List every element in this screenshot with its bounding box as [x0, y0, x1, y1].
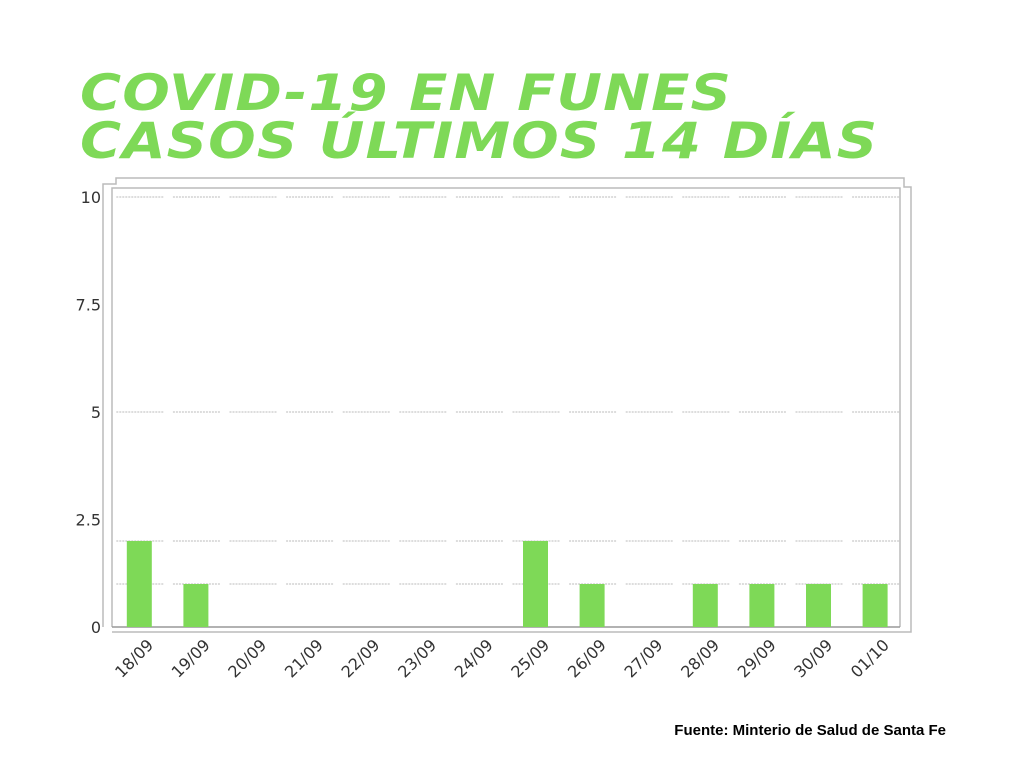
bar-01/10 [862, 584, 888, 627]
y-tick-label: 2.5 [76, 511, 101, 530]
bar-18/09 [126, 541, 152, 627]
bar-19/09 [183, 584, 209, 627]
x-tick-label: 30/09 [790, 635, 836, 681]
x-tick-label: 01/10 [847, 635, 893, 681]
x-tick-label: 24/09 [451, 635, 497, 681]
bar-28/09 [692, 584, 718, 627]
y-tick-label: 0 [91, 618, 101, 637]
x-tick-label: 27/09 [620, 635, 666, 681]
x-tick-label: 20/09 [224, 635, 270, 681]
x-tick-label: 26/09 [564, 635, 610, 681]
x-tick-label: 28/09 [677, 635, 723, 681]
title-line-1: COVID-19 EN FUNES [80, 64, 732, 122]
title-line-2: CASOS ÚLTIMOS 14 DÍAS [80, 112, 879, 170]
source-note: Fuente: Minterio de Salud de Santa Fe [674, 722, 946, 739]
x-tick-label: 25/09 [507, 635, 553, 681]
y-tick-label: 10 [81, 188, 101, 207]
x-tick-label: 23/09 [394, 635, 440, 681]
x-tick-label: 22/09 [337, 635, 383, 681]
chart-frame [102, 177, 912, 633]
y-tick-label: 7.5 [76, 296, 101, 315]
bar-25/09 [523, 541, 548, 627]
bar-26/09 [579, 584, 605, 627]
bar-29/09 [749, 584, 775, 627]
x-tick-label: 21/09 [281, 635, 327, 681]
bar-30/09 [806, 584, 831, 627]
y-tick-label: 5 [91, 403, 101, 422]
x-tick-label: 19/09 [168, 635, 214, 681]
x-tick-label: 29/09 [734, 635, 780, 681]
x-tick-label: 18/09 [111, 635, 157, 681]
